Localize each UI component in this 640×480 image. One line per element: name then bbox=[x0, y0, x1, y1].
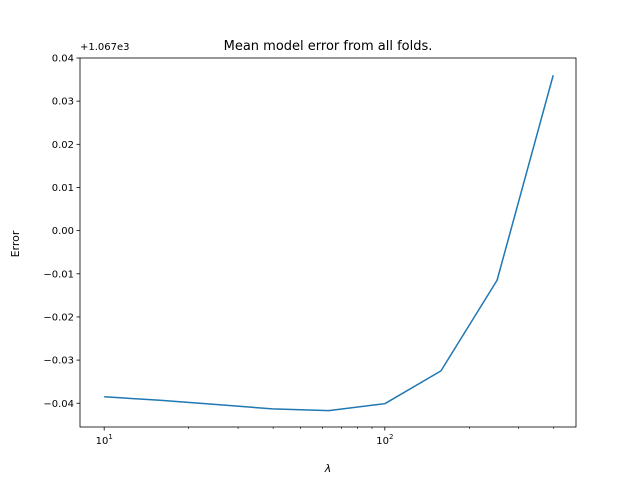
chart-title: Mean model error from all folds. bbox=[224, 39, 433, 54]
y-tick-label-7: −0.03 bbox=[43, 356, 74, 367]
y-tick-label-2: 0.02 bbox=[52, 140, 74, 151]
y-tick-label-6: −0.02 bbox=[43, 312, 74, 323]
y-axis-label: Error bbox=[9, 230, 22, 257]
series-line-0 bbox=[104, 75, 554, 412]
x-tick-label-0: 101 bbox=[96, 433, 113, 447]
y-tick-label-5: −0.01 bbox=[43, 269, 74, 280]
y-tick-label-1: 0.03 bbox=[52, 97, 74, 108]
y-tick-label-8: −0.04 bbox=[43, 399, 74, 410]
x-axis-label: λ bbox=[324, 462, 332, 475]
x-tick-label-1: 102 bbox=[376, 433, 393, 447]
y-offset-text: +1.067e3 bbox=[80, 42, 130, 53]
y-tick-label-3: 0.01 bbox=[52, 183, 74, 194]
plot-frame bbox=[79, 57, 577, 428]
y-tick-label-4: 0.00 bbox=[52, 226, 74, 237]
y-tick-label-0: 0.04 bbox=[52, 54, 74, 65]
plot-area: 0.04 0.03 0.02 0.01 0.00 −0.01 −0.02 −0.03 −0.04… bbox=[43, 54, 577, 447]
